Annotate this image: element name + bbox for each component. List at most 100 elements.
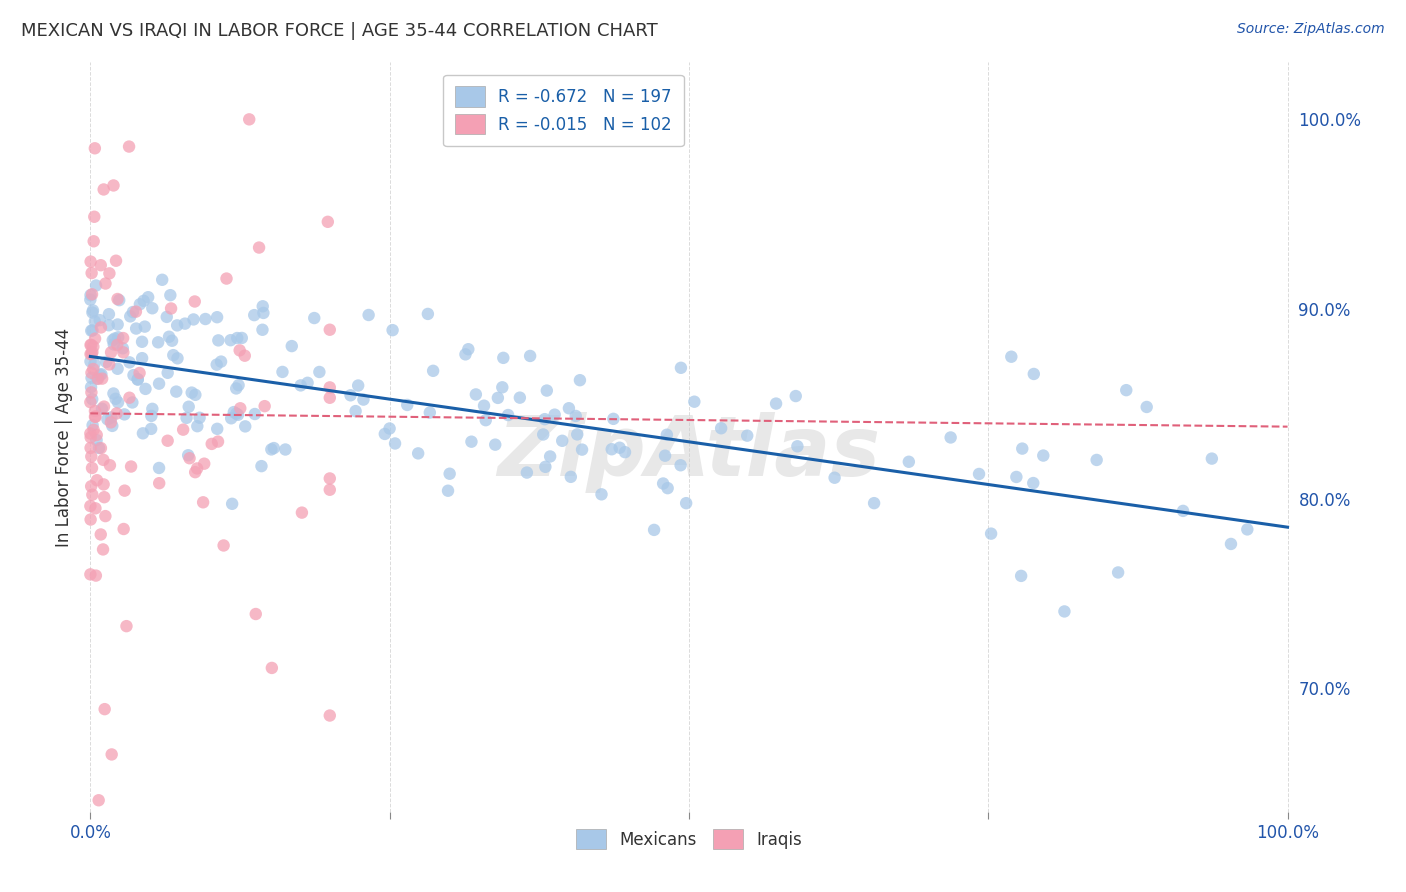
Point xyxy=(80,479,103,493)
Point xyxy=(93,490,115,504)
Point xyxy=(107,361,129,376)
Point xyxy=(406,446,429,460)
Point xyxy=(344,404,367,418)
Point xyxy=(98,266,121,280)
Point xyxy=(319,391,342,405)
Point xyxy=(221,497,243,511)
Point xyxy=(80,450,103,464)
Point xyxy=(121,395,143,409)
Point xyxy=(91,453,114,467)
Point xyxy=(219,411,242,425)
Point xyxy=(91,542,114,557)
Point xyxy=(571,442,593,457)
Point xyxy=(1220,537,1243,551)
Point xyxy=(1032,449,1054,463)
Point xyxy=(247,241,270,255)
Point xyxy=(82,345,104,359)
Point xyxy=(107,395,129,409)
Point xyxy=(384,436,406,450)
Point xyxy=(785,389,807,403)
Point xyxy=(79,441,101,455)
Point xyxy=(316,215,339,229)
Point xyxy=(122,305,145,319)
Point xyxy=(252,299,274,313)
Point xyxy=(863,496,886,510)
Point xyxy=(531,427,554,442)
Point xyxy=(534,459,557,474)
Point xyxy=(219,333,242,347)
Point xyxy=(291,506,314,520)
Point xyxy=(1107,566,1129,580)
Point xyxy=(290,378,312,392)
Point xyxy=(212,539,235,553)
Point xyxy=(79,338,101,352)
Point xyxy=(131,334,153,349)
Point xyxy=(80,366,103,380)
Point xyxy=(146,335,169,350)
Point xyxy=(238,112,260,127)
Point xyxy=(492,351,515,365)
Point xyxy=(1115,383,1137,397)
Point xyxy=(205,422,228,436)
Point xyxy=(80,380,103,394)
Point xyxy=(319,483,342,497)
Point xyxy=(824,471,846,485)
Point xyxy=(1022,476,1045,491)
Point xyxy=(127,373,149,387)
Point xyxy=(786,439,808,453)
Point xyxy=(128,297,150,311)
Point xyxy=(486,391,509,405)
Point xyxy=(80,346,103,360)
Point xyxy=(509,391,531,405)
Point xyxy=(112,345,135,359)
Point xyxy=(304,311,326,326)
Point xyxy=(131,351,153,366)
Point xyxy=(86,428,108,442)
Point xyxy=(1053,604,1076,618)
Point xyxy=(643,523,665,537)
Point xyxy=(134,382,156,396)
Point xyxy=(100,410,122,425)
Point xyxy=(252,323,274,337)
Point xyxy=(148,461,170,475)
Point xyxy=(263,441,285,455)
Point xyxy=(228,378,250,392)
Point xyxy=(82,392,104,407)
Point xyxy=(101,418,124,433)
Point xyxy=(600,442,623,457)
Point xyxy=(396,398,419,412)
Point xyxy=(967,467,990,481)
Point xyxy=(186,461,208,475)
Point xyxy=(84,278,107,293)
Point xyxy=(538,450,561,464)
Point xyxy=(1011,442,1033,456)
Point xyxy=(107,292,129,306)
Point xyxy=(180,385,202,400)
Point xyxy=(83,314,105,328)
Point xyxy=(215,271,238,285)
Point xyxy=(260,442,283,457)
Point xyxy=(112,331,135,345)
Point xyxy=(80,430,103,444)
Point xyxy=(80,461,103,475)
Point xyxy=(657,481,679,495)
Point xyxy=(437,483,460,498)
Point xyxy=(253,399,276,413)
Point xyxy=(464,387,486,401)
Point xyxy=(551,434,574,448)
Point xyxy=(118,355,141,369)
Point xyxy=(378,421,401,435)
Point xyxy=(104,392,127,406)
Point xyxy=(91,371,114,385)
Point xyxy=(148,476,170,491)
Point xyxy=(319,380,342,394)
Point xyxy=(652,476,675,491)
Point xyxy=(179,451,201,466)
Point xyxy=(544,408,567,422)
Point xyxy=(560,470,582,484)
Point xyxy=(125,321,148,335)
Point xyxy=(184,294,207,309)
Point xyxy=(96,355,118,369)
Point xyxy=(207,334,229,348)
Point xyxy=(186,419,208,434)
